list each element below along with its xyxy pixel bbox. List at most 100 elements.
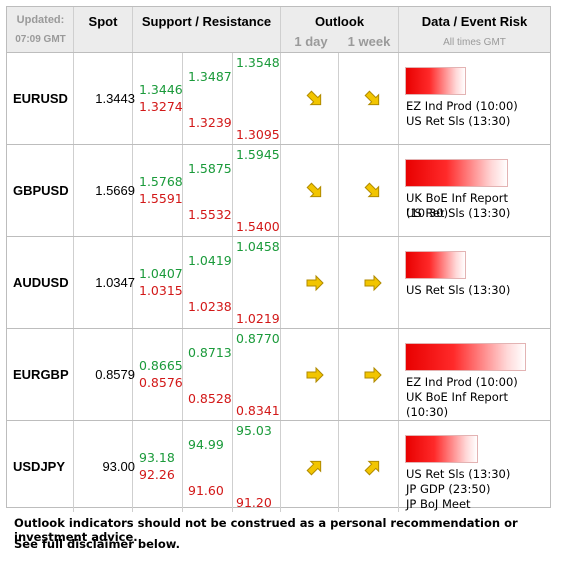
down-right-arrow-icon (363, 181, 383, 201)
resistance-level-r2: 1.3239 (188, 115, 232, 130)
cell-divider (7, 53, 74, 144)
outlook-label: Outlook (314, 14, 365, 29)
outlook-1day-label: 1 day (294, 34, 328, 49)
cell-divider (133, 421, 183, 512)
down-right-arrow-icon (305, 89, 325, 109)
resistance-level-r3: 1.3095 (236, 127, 280, 142)
cell-divider (7, 421, 74, 512)
event-item: EZ Ind Prod (10:00) (406, 99, 518, 113)
support-level-s2: 0.8713 (188, 345, 232, 360)
up-right-arrow-icon (305, 457, 325, 477)
currency-pair: EURUSD (13, 91, 68, 106)
cell-divider (183, 421, 233, 512)
currency-pair: AUDUSD (13, 275, 69, 290)
support-level-s2: 1.0419 (188, 253, 232, 268)
right-arrow-icon (305, 273, 325, 293)
outlook-1week-label: 1 week (347, 34, 391, 49)
resistance-level-r2: 91.60 (188, 483, 224, 498)
event-item: US Ret Sls (13:30) (406, 467, 511, 481)
currency-pair: EURGBP (13, 367, 69, 382)
times-note: All times GMT (443, 37, 506, 48)
down-right-arrow-icon (363, 89, 383, 109)
cell-divider (7, 237, 74, 328)
support-level-s2: 1.5875 (188, 161, 232, 176)
cell-divider (183, 145, 233, 236)
cell-divider (339, 53, 399, 144)
forex-outlook-table: Updated: 07:09 GMT Spot Support / Resist… (6, 6, 551, 512)
cell-divider (233, 145, 281, 236)
event-item: JP GDP (23:50) (406, 482, 491, 496)
resistance-level-r3: 1.0219 (236, 311, 280, 326)
table-row: USDJPY 93.00 93.18 92.26 94.99 91.60 95.03 91.2… (7, 420, 550, 512)
event-item: UK BoE Inf Report (10:30) (406, 390, 508, 419)
event-risk-bar (405, 343, 526, 371)
support-level-s1: 1.0407 (139, 266, 183, 281)
data-event-risk-header: Data / Event Risk All times GMT (399, 7, 550, 52)
spot-price: 1.5669 (95, 183, 135, 198)
up-right-arrow-icon (363, 457, 383, 477)
cell-divider (281, 329, 339, 420)
currency-pair: USDJPY (13, 459, 66, 474)
support-level-s3: 95.03 (236, 423, 272, 438)
table-row: GBPUSD 1.5669 1.5768 1.5591 1.5875 1.5532 1.59… (7, 144, 550, 236)
disclaimer-line-2: See full disclaimer below. (14, 537, 181, 551)
support-level-s2: 1.3487 (188, 69, 232, 84)
resistance-level-r3: 91.20 (236, 495, 272, 510)
cell-divider (233, 237, 281, 328)
support-level-s2: 94.99 (188, 437, 224, 452)
resistance-level-r1: 1.5591 (139, 191, 183, 206)
event-item: US Ret Sls (13:30) (406, 206, 511, 220)
cell-divider (281, 53, 339, 144)
support-level-s1: 1.5768 (139, 174, 183, 189)
updated-header: Updated: 07:09 GMT (7, 7, 74, 52)
resistance-level-r1: 1.0315 (139, 283, 183, 298)
event-risk-bar (405, 67, 466, 95)
spot-price: 1.0347 (95, 275, 135, 290)
disclaimer-line-1: Outlook indicators should not be constru… (14, 516, 518, 544)
spot-price: 93.00 (102, 459, 135, 474)
down-right-arrow-icon (305, 181, 325, 201)
cell-divider (233, 421, 281, 512)
cell-divider (339, 329, 399, 420)
cell-divider (183, 329, 233, 420)
support-level-s3: 1.3548 (236, 55, 280, 70)
event-item: US Ret Sls (13:30) (406, 283, 511, 297)
updated-time: 07:09 GMT (15, 34, 66, 45)
spot-header: Spot (74, 7, 133, 52)
support-level-s1: 1.3446 (139, 82, 183, 97)
cell-divider (133, 237, 183, 328)
cell-divider (281, 145, 339, 236)
cell-divider (339, 237, 399, 328)
resistance-level-r2: 0.8528 (188, 391, 232, 406)
support-level-s1: 0.8665 (139, 358, 183, 373)
cell-divider (133, 53, 183, 144)
right-arrow-icon (305, 365, 325, 385)
cell-divider (74, 145, 133, 236)
resistance-level-r3: 1.5400 (236, 219, 280, 234)
cell-divider (233, 329, 281, 420)
support-resistance-header: Support / Resistance (133, 7, 281, 52)
cell-divider (183, 53, 233, 144)
updated-label: Updated: (16, 14, 65, 26)
event-item: US Ret Sls (13:30) (406, 114, 511, 128)
event-risk-bar (405, 435, 478, 463)
table-row: AUDUSD 1.0347 1.0407 1.0315 1.0419 1.0238 1.04… (7, 236, 550, 328)
cell-divider (281, 421, 339, 512)
event-risk-bar (405, 159, 508, 187)
spot-price: 0.8579 (95, 367, 135, 382)
outlook-header: Outlook 1 day 1 week (281, 7, 399, 52)
support-level-s3: 1.5945 (236, 147, 280, 162)
spot-header-label: Spot (88, 14, 118, 29)
cell-divider (183, 237, 233, 328)
support-level-s1: 93.18 (139, 450, 175, 465)
event-item: JP BoJ Meet (406, 497, 471, 511)
cell-divider (74, 421, 133, 512)
support-level-s3: 0.8770 (236, 331, 280, 346)
resistance-level-r3: 0.8341 (236, 403, 280, 418)
cell-divider (74, 329, 133, 420)
cell-divider (133, 145, 183, 236)
support-level-s3: 1.0458 (236, 239, 280, 254)
data-event-risk-label: Data / Event Risk (421, 14, 528, 29)
support-resistance-label: Support / Resistance (141, 14, 272, 29)
event-item: UK BoE Inf Report (10:30) (406, 191, 508, 220)
